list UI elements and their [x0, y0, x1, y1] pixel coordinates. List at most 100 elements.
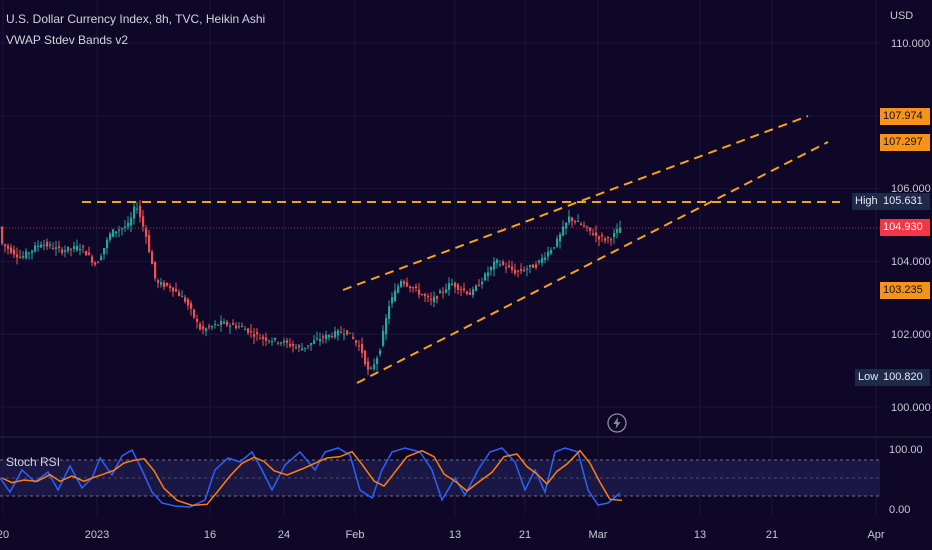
candle-body: [421, 294, 424, 296]
candle-body: [295, 346, 298, 348]
candle-body: [154, 261, 157, 279]
candle-body: [499, 264, 502, 266]
candle-body: [445, 289, 448, 293]
candle-body: [151, 251, 154, 265]
candle-body: [232, 323, 235, 325]
candle-body: [127, 222, 130, 227]
candle-body: [319, 339, 322, 342]
candle-body: [280, 342, 283, 344]
candle-body: [307, 345, 310, 347]
candle-body: [223, 321, 226, 324]
candle-body: [379, 350, 382, 355]
candle-body: [106, 239, 109, 248]
candle-body: [592, 233, 595, 236]
candle-body: [193, 309, 196, 318]
candle-body: [133, 206, 136, 219]
candle-body: [25, 251, 28, 259]
stoch-rsi-title[interactable]: Stoch RSI: [6, 455, 61, 469]
candle-body: [301, 348, 304, 351]
candle-body: [511, 266, 514, 271]
candle-body: [142, 216, 145, 227]
trendlines[interactable]: [0, 115, 880, 384]
band-lower-tag: 103.235: [880, 282, 930, 299]
candle-body: [415, 286, 418, 289]
symbol-title[interactable]: U.S. Dollar Currency Index, 8h, TVC, Hei…: [6, 12, 266, 26]
candle-body: [208, 326, 211, 328]
candle-body: [286, 340, 289, 343]
candle-body: [19, 256, 22, 258]
candle-body: [502, 261, 505, 265]
candle-body: [43, 244, 46, 246]
candle-body: [115, 231, 118, 234]
candle-body: [406, 282, 409, 287]
candle-body: [559, 234, 562, 242]
candle-body: [304, 347, 307, 349]
candle-body: [316, 338, 319, 340]
candle-body: [202, 326, 205, 330]
candle-body: [466, 291, 469, 295]
candle-body: [529, 264, 532, 268]
currency-label[interactable]: USD: [890, 10, 914, 22]
candle-body: [274, 337, 277, 340]
candle-body: [451, 283, 454, 286]
candle-body: [586, 226, 589, 228]
candle-body: [82, 246, 85, 248]
candle-body: [340, 332, 343, 334]
candle-body: [238, 326, 241, 328]
grid-lines: [0, 0, 932, 515]
candle-body: [79, 248, 82, 251]
candle-body: [496, 259, 499, 264]
candle-body: [259, 338, 262, 340]
candle-body: [121, 228, 124, 230]
price-tick-label: 104.000: [891, 256, 931, 268]
candle-body: [196, 318, 199, 322]
candle-body: [427, 295, 430, 298]
time-tick-label: Feb: [346, 529, 365, 541]
time-tick-label: Mar: [589, 529, 608, 541]
candle-body: [34, 245, 37, 252]
candle-body: [31, 250, 34, 253]
candle-body: [55, 247, 58, 249]
time-tick-label: 21: [519, 529, 531, 541]
candle-body: [595, 232, 598, 236]
candle-body: [487, 272, 490, 276]
candle-body: [67, 246, 70, 252]
lightning-icon[interactable]: [607, 413, 627, 433]
candle-body: [493, 261, 496, 270]
candle-body: [214, 324, 217, 326]
candle-body: [205, 328, 208, 332]
candle-body: [160, 282, 163, 285]
candle-body: [175, 289, 178, 292]
candle-body: [64, 250, 67, 252]
candle-body: [268, 340, 271, 342]
candle-body: [346, 330, 349, 335]
candle-body: [262, 336, 265, 339]
candle-body: [505, 267, 508, 269]
candle-body: [349, 332, 352, 334]
time-tick-label: 16: [204, 529, 216, 541]
candle-body: [4, 244, 7, 247]
candle-body: [184, 297, 187, 302]
candle-body: [40, 244, 43, 248]
candle-body: [490, 266, 493, 271]
candle-body: [442, 291, 445, 293]
candle-body: [565, 222, 568, 229]
candle-body: [37, 245, 40, 248]
candle-body: [28, 252, 31, 254]
candle-body: [265, 337, 268, 341]
time-tick-label: 20: [0, 529, 9, 541]
candle-body: [199, 324, 202, 330]
candle-body: [325, 334, 328, 340]
candle-body: [181, 296, 184, 298]
candle-body: [109, 233, 112, 240]
candle-body: [298, 345, 301, 347]
candle-body: [58, 246, 61, 248]
candle-body: [598, 236, 601, 240]
candle-body: [91, 256, 94, 263]
candle-body: [103, 248, 106, 255]
indicator-title[interactable]: VWAP Stdev Bands v2: [6, 33, 129, 47]
candle-body: [10, 247, 13, 253]
candle-body: [388, 306, 391, 319]
candle-body: [613, 233, 616, 238]
